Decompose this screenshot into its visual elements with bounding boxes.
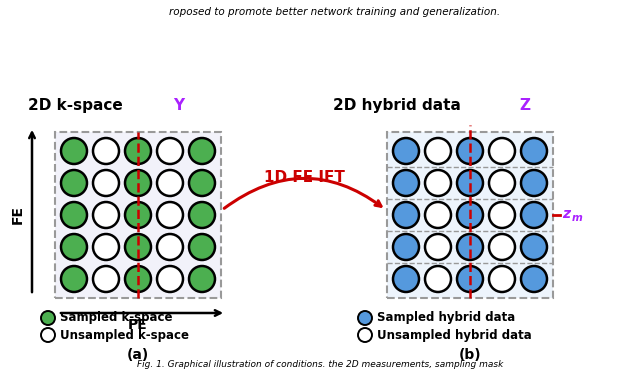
Circle shape	[189, 202, 215, 228]
Circle shape	[521, 202, 547, 228]
Text: FE: FE	[11, 206, 25, 225]
Circle shape	[457, 234, 483, 260]
Circle shape	[425, 138, 451, 164]
Circle shape	[189, 266, 215, 292]
Circle shape	[457, 170, 483, 196]
Text: Sampled k-space: Sampled k-space	[60, 312, 173, 324]
Circle shape	[41, 328, 55, 342]
Circle shape	[189, 234, 215, 260]
Circle shape	[457, 202, 483, 228]
Circle shape	[457, 266, 483, 292]
Circle shape	[61, 202, 87, 228]
Text: Z: Z	[519, 98, 530, 113]
Text: Unsampled k-space: Unsampled k-space	[60, 328, 189, 342]
Circle shape	[157, 234, 183, 260]
Circle shape	[125, 234, 151, 260]
FancyBboxPatch shape	[387, 132, 553, 298]
Circle shape	[61, 234, 87, 260]
Circle shape	[521, 138, 547, 164]
Circle shape	[489, 266, 515, 292]
Text: Unsampled hybrid data: Unsampled hybrid data	[377, 328, 532, 342]
Circle shape	[93, 138, 119, 164]
Circle shape	[189, 170, 215, 196]
Circle shape	[393, 266, 419, 292]
Circle shape	[125, 170, 151, 196]
Circle shape	[189, 138, 215, 164]
Circle shape	[125, 266, 151, 292]
Circle shape	[125, 138, 151, 164]
Circle shape	[358, 311, 372, 325]
Circle shape	[489, 170, 515, 196]
Text: (b): (b)	[459, 348, 481, 362]
Text: roposed to promote better network training and generalization.: roposed to promote better network traini…	[170, 7, 500, 17]
Circle shape	[425, 170, 451, 196]
Circle shape	[93, 234, 119, 260]
Circle shape	[393, 170, 419, 196]
Circle shape	[93, 266, 119, 292]
Circle shape	[93, 170, 119, 196]
Circle shape	[521, 170, 547, 196]
Circle shape	[93, 202, 119, 228]
Text: 2D k-space: 2D k-space	[28, 98, 128, 113]
Circle shape	[157, 170, 183, 196]
Circle shape	[489, 234, 515, 260]
Text: 2D hybrid data: 2D hybrid data	[333, 98, 466, 113]
Circle shape	[425, 266, 451, 292]
Circle shape	[358, 328, 372, 342]
Text: m: m	[572, 213, 583, 223]
Text: (a): (a)	[127, 348, 149, 362]
Circle shape	[41, 311, 55, 325]
Circle shape	[393, 234, 419, 260]
Circle shape	[61, 138, 87, 164]
Text: Y: Y	[173, 98, 184, 113]
Text: z: z	[562, 207, 570, 221]
Circle shape	[489, 138, 515, 164]
Text: PE: PE	[128, 318, 148, 332]
Circle shape	[157, 138, 183, 164]
Circle shape	[393, 138, 419, 164]
Circle shape	[425, 202, 451, 228]
Text: Sampled hybrid data: Sampled hybrid data	[377, 312, 515, 324]
FancyBboxPatch shape	[55, 132, 221, 298]
Circle shape	[521, 266, 547, 292]
Circle shape	[157, 266, 183, 292]
Circle shape	[393, 202, 419, 228]
Text: Fig. 1. Graphical illustration of conditions. the 2D measurements, sampling mask: Fig. 1. Graphical illustration of condit…	[137, 360, 503, 369]
Circle shape	[157, 202, 183, 228]
Circle shape	[125, 202, 151, 228]
Circle shape	[61, 266, 87, 292]
Circle shape	[425, 234, 451, 260]
Circle shape	[457, 138, 483, 164]
Circle shape	[61, 170, 87, 196]
Circle shape	[489, 202, 515, 228]
Text: 1D FE IFT: 1D FE IFT	[264, 171, 344, 186]
Circle shape	[521, 234, 547, 260]
